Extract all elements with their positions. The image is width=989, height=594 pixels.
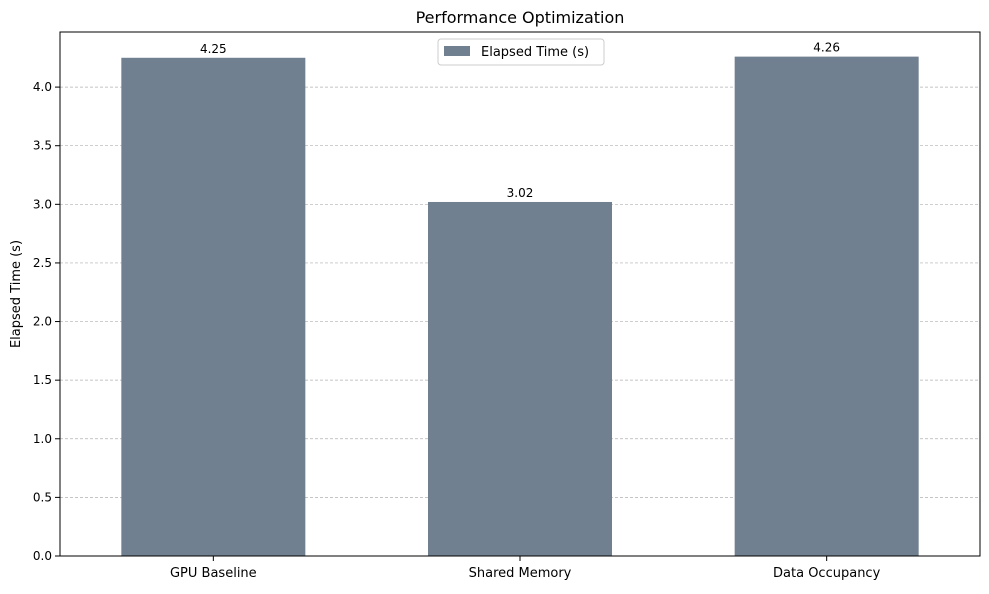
bar (734, 56, 919, 556)
chart-title: Performance Optimization (416, 8, 625, 27)
y-tick-label: 4.0 (33, 80, 52, 94)
y-tick-label: 3.5 (33, 139, 52, 153)
x-tick-label: Shared Memory (469, 566, 572, 581)
y-tick-label: 3.0 (33, 197, 52, 211)
legend-label: Elapsed Time (s) (481, 45, 589, 60)
legend: Elapsed Time (s) (437, 38, 605, 66)
y-tick-label: 1.5 (33, 373, 52, 387)
x-tick-label: GPU Baseline (170, 566, 257, 581)
bar-value-label: 4.26 (813, 41, 840, 55)
y-tick-label: 2.5 (33, 256, 52, 270)
x-axis-ticks: GPU Baseline Shared Memory Data Occupancy (170, 556, 881, 581)
bar (428, 201, 612, 556)
bars (121, 56, 919, 557)
x-tick-label: Data Occupancy (773, 566, 881, 581)
y-tick-label: 2.0 (33, 315, 52, 329)
bar (121, 57, 306, 557)
legend-box (437, 38, 605, 66)
y-tick-label: 0.5 (33, 490, 52, 504)
legend-swatch (444, 46, 470, 56)
y-tick-label: 0.0 (33, 549, 52, 563)
data-labels: 4.25 3.02 4.26 (200, 41, 840, 200)
y-axis-label: Elapsed Time (s) (9, 240, 24, 348)
y-axis-ticks: 0.0 0.5 1.0 1.5 2.0 2.5 3.0 3.5 4.0 (33, 80, 60, 563)
bar-value-label: 3.02 (507, 186, 534, 200)
y-tick-label: 1.0 (33, 432, 52, 446)
bar-value-label: 4.25 (200, 42, 227, 56)
